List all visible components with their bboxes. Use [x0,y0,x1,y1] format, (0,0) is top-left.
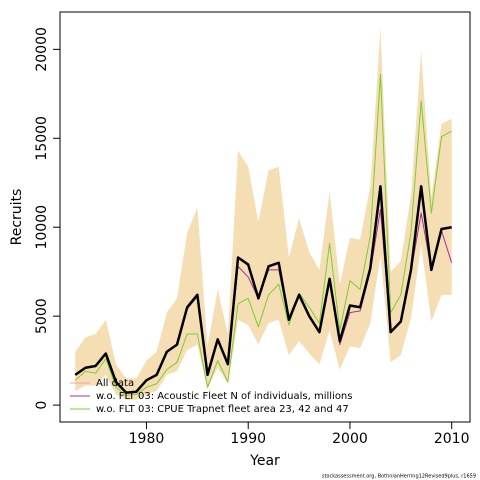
footnote: stockassessment.org, BothnianHerring12Re… [322,474,476,480]
legend-label: w.o. FLT 03: CPUE Trapnet fleet area 23,… [96,404,349,415]
y-tick-label: 5000 [34,298,50,334]
y-tick-label: 10000 [34,205,50,250]
series-line [74,185,452,394]
y-tick-label: 20000 [34,27,50,72]
x-tick-label: 1990 [230,431,266,447]
series-line [74,73,452,396]
x-tick-label: 2000 [332,431,368,447]
y-axis-label: Recruits [9,189,25,246]
y-tick-label: 0 [34,401,50,410]
x-tick-label: 1980 [129,431,165,447]
legend-label: All data [96,378,134,389]
legend-label: w.o. FLT 03: Acoustic Fleet N of individ… [96,391,352,402]
x-tick-label: 2010 [434,431,470,447]
y-tick-label: 15000 [34,116,50,161]
x-axis-label: Year [249,453,280,469]
plot-frame [59,11,471,423]
